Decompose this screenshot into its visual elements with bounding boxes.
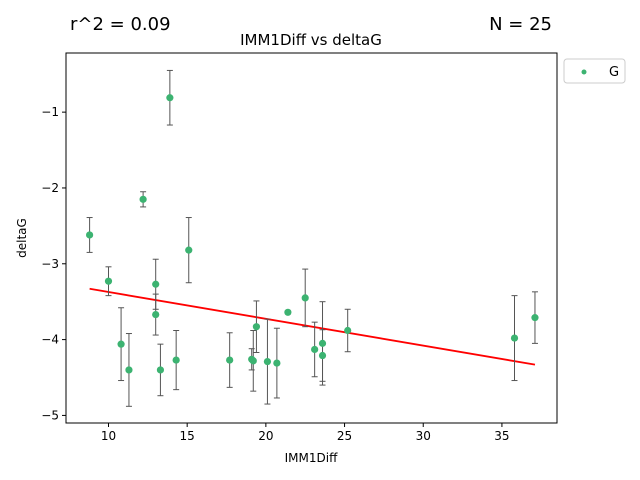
chart-title: IMM1Diff vs deltaG: [240, 31, 382, 49]
legend: G: [563, 58, 626, 84]
y-axis-label: deltaG: [15, 218, 29, 258]
x-tick-label: 15: [180, 429, 195, 443]
data-point: [531, 314, 539, 322]
legend-box: [563, 58, 626, 84]
data-point: [318, 351, 327, 360]
plot-layer: [86, 69, 539, 407]
data-point: [156, 366, 165, 374]
x-tick-label: 30: [416, 429, 431, 443]
data-point: [301, 294, 309, 302]
data-point: [172, 356, 180, 364]
axis-layer: 10 15 20 25 30 35 −5 −4 −3 −2 −1: [41, 105, 509, 443]
data-point: [344, 326, 352, 335]
data-point: [117, 340, 125, 348]
r-squared-annotation: r^2 = 0.09: [70, 14, 171, 35]
data-point: [166, 94, 174, 102]
sample-count-annotation: N = 25: [489, 14, 552, 35]
data-point: [252, 323, 261, 331]
y-tick-label: −3: [41, 257, 59, 271]
data-point: [226, 356, 234, 364]
regression-line: [89, 287, 536, 366]
data-point: [273, 359, 281, 367]
data-point: [152, 280, 160, 288]
data-point: [510, 334, 519, 342]
x-tick-label: 25: [337, 429, 352, 443]
data-point: [104, 277, 113, 285]
x-tick-label: 20: [258, 429, 273, 443]
x-tick-label: 35: [494, 429, 509, 443]
y-tick-label: −1: [41, 105, 59, 119]
data-point: [86, 231, 94, 239]
data-point: [263, 357, 272, 366]
y-tick-label: −5: [41, 408, 59, 422]
plot-frame: [65, 52, 558, 424]
data-point: [125, 366, 133, 374]
x-axis-label: IMM1Diff: [285, 451, 338, 465]
data-point: [152, 310, 160, 319]
y-tick-label: −2: [41, 181, 59, 195]
data-point: [284, 308, 292, 316]
data-point: [311, 345, 319, 354]
y-tick-label: −4: [41, 333, 59, 347]
legend-marker-g: [581, 69, 587, 75]
data-point: [249, 357, 257, 365]
data-point: [139, 195, 147, 203]
data-point: [185, 246, 193, 254]
data-point: [318, 339, 327, 347]
legend-label-g: G: [609, 65, 619, 80]
x-tick-label: 10: [101, 429, 116, 443]
